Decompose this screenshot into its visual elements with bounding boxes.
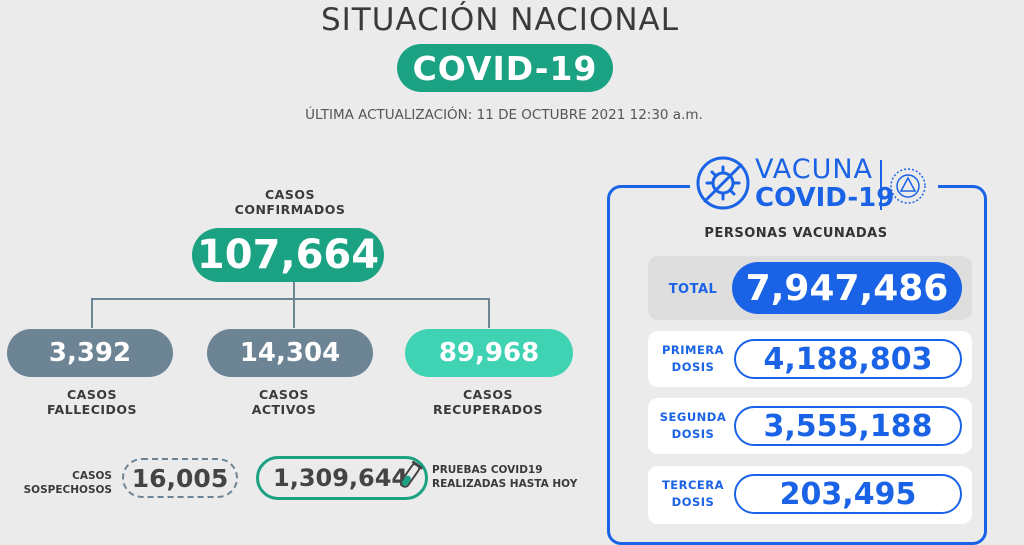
active-label: CASOS ACTIVOS: [251, 387, 317, 417]
confirmed-label: CASOS CONFIRMADOS: [234, 187, 346, 217]
first-dose-value: 4,188,803: [734, 339, 962, 379]
suspected-value: 16,005: [122, 458, 238, 498]
active-value: 14,304: [207, 329, 373, 377]
deaths-value: 3,392: [7, 329, 173, 377]
suspected-label: CASOS SOSPECHOSOS: [23, 470, 112, 496]
third-dose-label: TERCERA DOSIS: [661, 478, 725, 509]
tree-branch-right: [488, 298, 490, 328]
page-title: SITUACIÓN NACIONAL: [320, 2, 680, 38]
confirmed-value: 107,664: [192, 228, 384, 282]
test-tube-icon: [399, 460, 424, 488]
total-label: TOTAL: [668, 282, 718, 297]
tree-bar: [91, 298, 490, 300]
tests-label: PRUEBAS COVID19 REALIZADAS HASTA HOY: [432, 464, 578, 490]
first-dose-label: PRIMERA DOSIS: [661, 343, 725, 374]
total-value: 7,947,486: [732, 262, 962, 314]
vaccine-logo-word: VACUNA: [755, 154, 874, 185]
covid-badge: COVID-19: [397, 44, 613, 92]
vaccine-logo-covid: COVID-19: [755, 183, 895, 213]
virus-syringe-icon: [696, 156, 750, 210]
tree-stem: [293, 282, 295, 300]
tree-branch-left: [91, 298, 93, 328]
vaccinated-subtitle: PERSONAS VACUNADAS: [704, 226, 888, 241]
third-dose-value: 203,495: [734, 474, 962, 514]
logo-separator: [880, 160, 882, 210]
second-dose-value: 3,555,188: [734, 406, 962, 446]
tests-value: 1,309,644: [273, 464, 409, 492]
second-dose-label: SEGUNDA DOSIS: [659, 410, 727, 441]
tree-branch-mid: [293, 298, 295, 328]
national-seal-icon: [890, 168, 926, 204]
recovered-label: CASOS RECUPERADOS: [433, 387, 543, 417]
recovered-value: 89,968: [405, 329, 573, 377]
deaths-label: CASOS FALLECIDOS: [46, 387, 138, 417]
last-updated: ÚLTIMA ACTUALIZACIÓN: 11 DE OCTUBRE 2021…: [305, 107, 703, 123]
tests-box: 1,309,644: [256, 456, 428, 500]
